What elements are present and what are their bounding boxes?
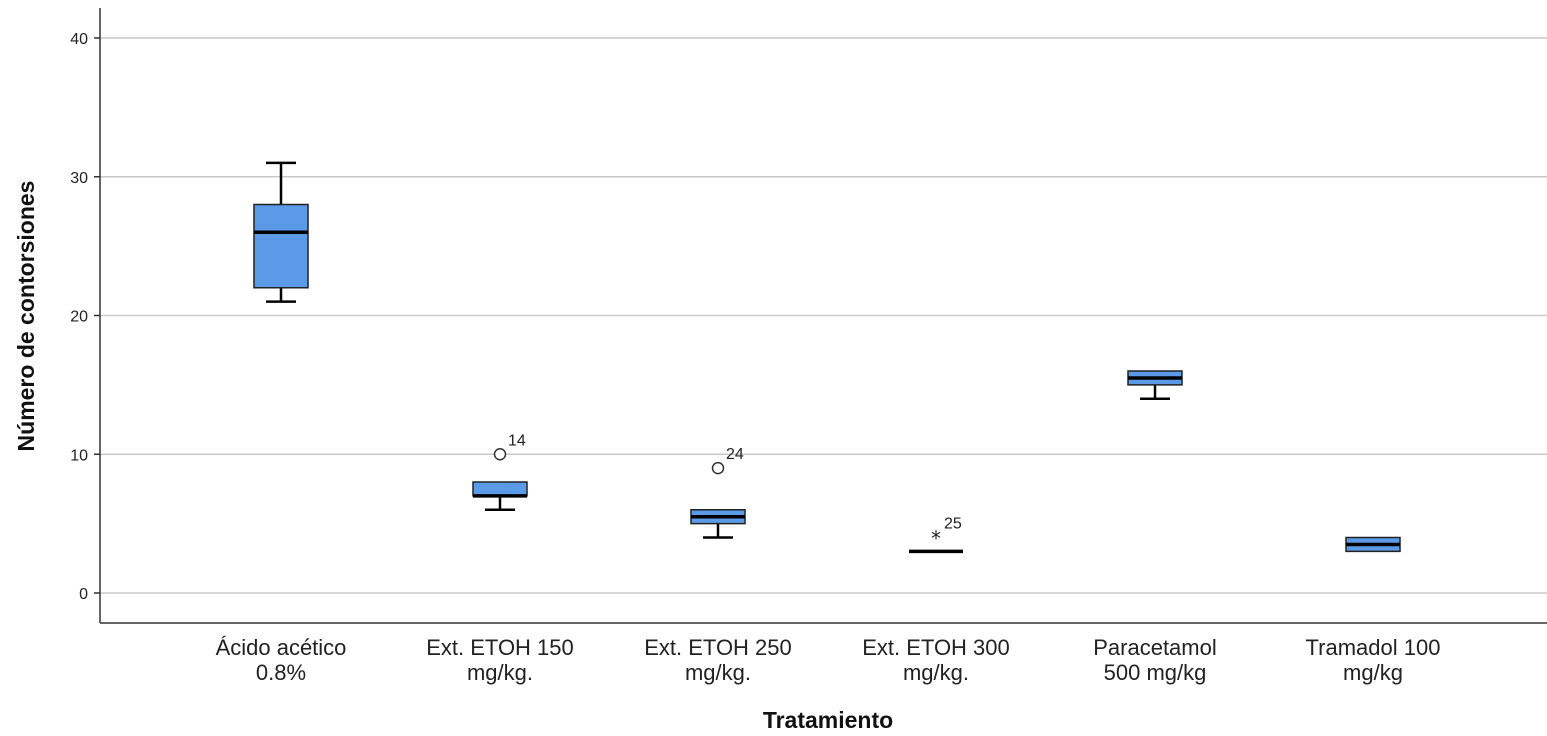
y-tick-label-20: 20 (70, 309, 88, 326)
extreme-marker: * (931, 527, 941, 551)
box (253, 203, 309, 289)
y-tick-label-40: 40 (70, 31, 88, 48)
gridlines (100, 37, 1547, 594)
x-category-label: mg/kg. (467, 660, 533, 685)
y-axis-title: Número de contorsiones (13, 181, 39, 452)
boxes: 14 24 *25 (253, 161, 1401, 554)
outlier-label: 24 (726, 446, 744, 463)
y-axis-ticks: 0 10 20 30 40 (70, 31, 100, 603)
x-category-label: Ext. ETOH 300 (862, 635, 1010, 660)
x-category-label: 500 mg/kg (1104, 660, 1207, 685)
x-category-label: 0.8% (256, 660, 306, 685)
x-category-label: mg/kg (1343, 660, 1403, 685)
outlier-label: 14 (508, 432, 526, 449)
x-axis-title: Tratamiento (763, 707, 893, 733)
box-group-3: *25 (909, 516, 963, 554)
x-category-label: Ext. ETOH 150 (426, 635, 574, 660)
x-category-label: Paracetamol (1093, 635, 1217, 660)
x-category-label: Ext. ETOH 250 (644, 635, 792, 660)
box-group-2: 24 (690, 446, 746, 539)
outlier-marker (493, 448, 507, 461)
outlier-marker (711, 461, 725, 475)
y-tick-label-0: 0 (79, 586, 88, 603)
box-group-0 (253, 161, 309, 303)
y-tick-label-10: 10 (70, 447, 88, 464)
box-group-1: 14 (472, 432, 528, 511)
x-category-label: mg/kg. (685, 660, 751, 685)
x-category-label: mg/kg. (903, 660, 969, 685)
box-group-5 (1345, 536, 1401, 553)
outlier-label: 25 (944, 516, 962, 533)
y-tick-label-30: 30 (70, 170, 88, 187)
x-category-label: Ácido acético (216, 635, 347, 660)
box-group-4 (1127, 370, 1183, 400)
x-category-label: Tramadol 100 (1306, 635, 1441, 660)
box (472, 481, 528, 497)
